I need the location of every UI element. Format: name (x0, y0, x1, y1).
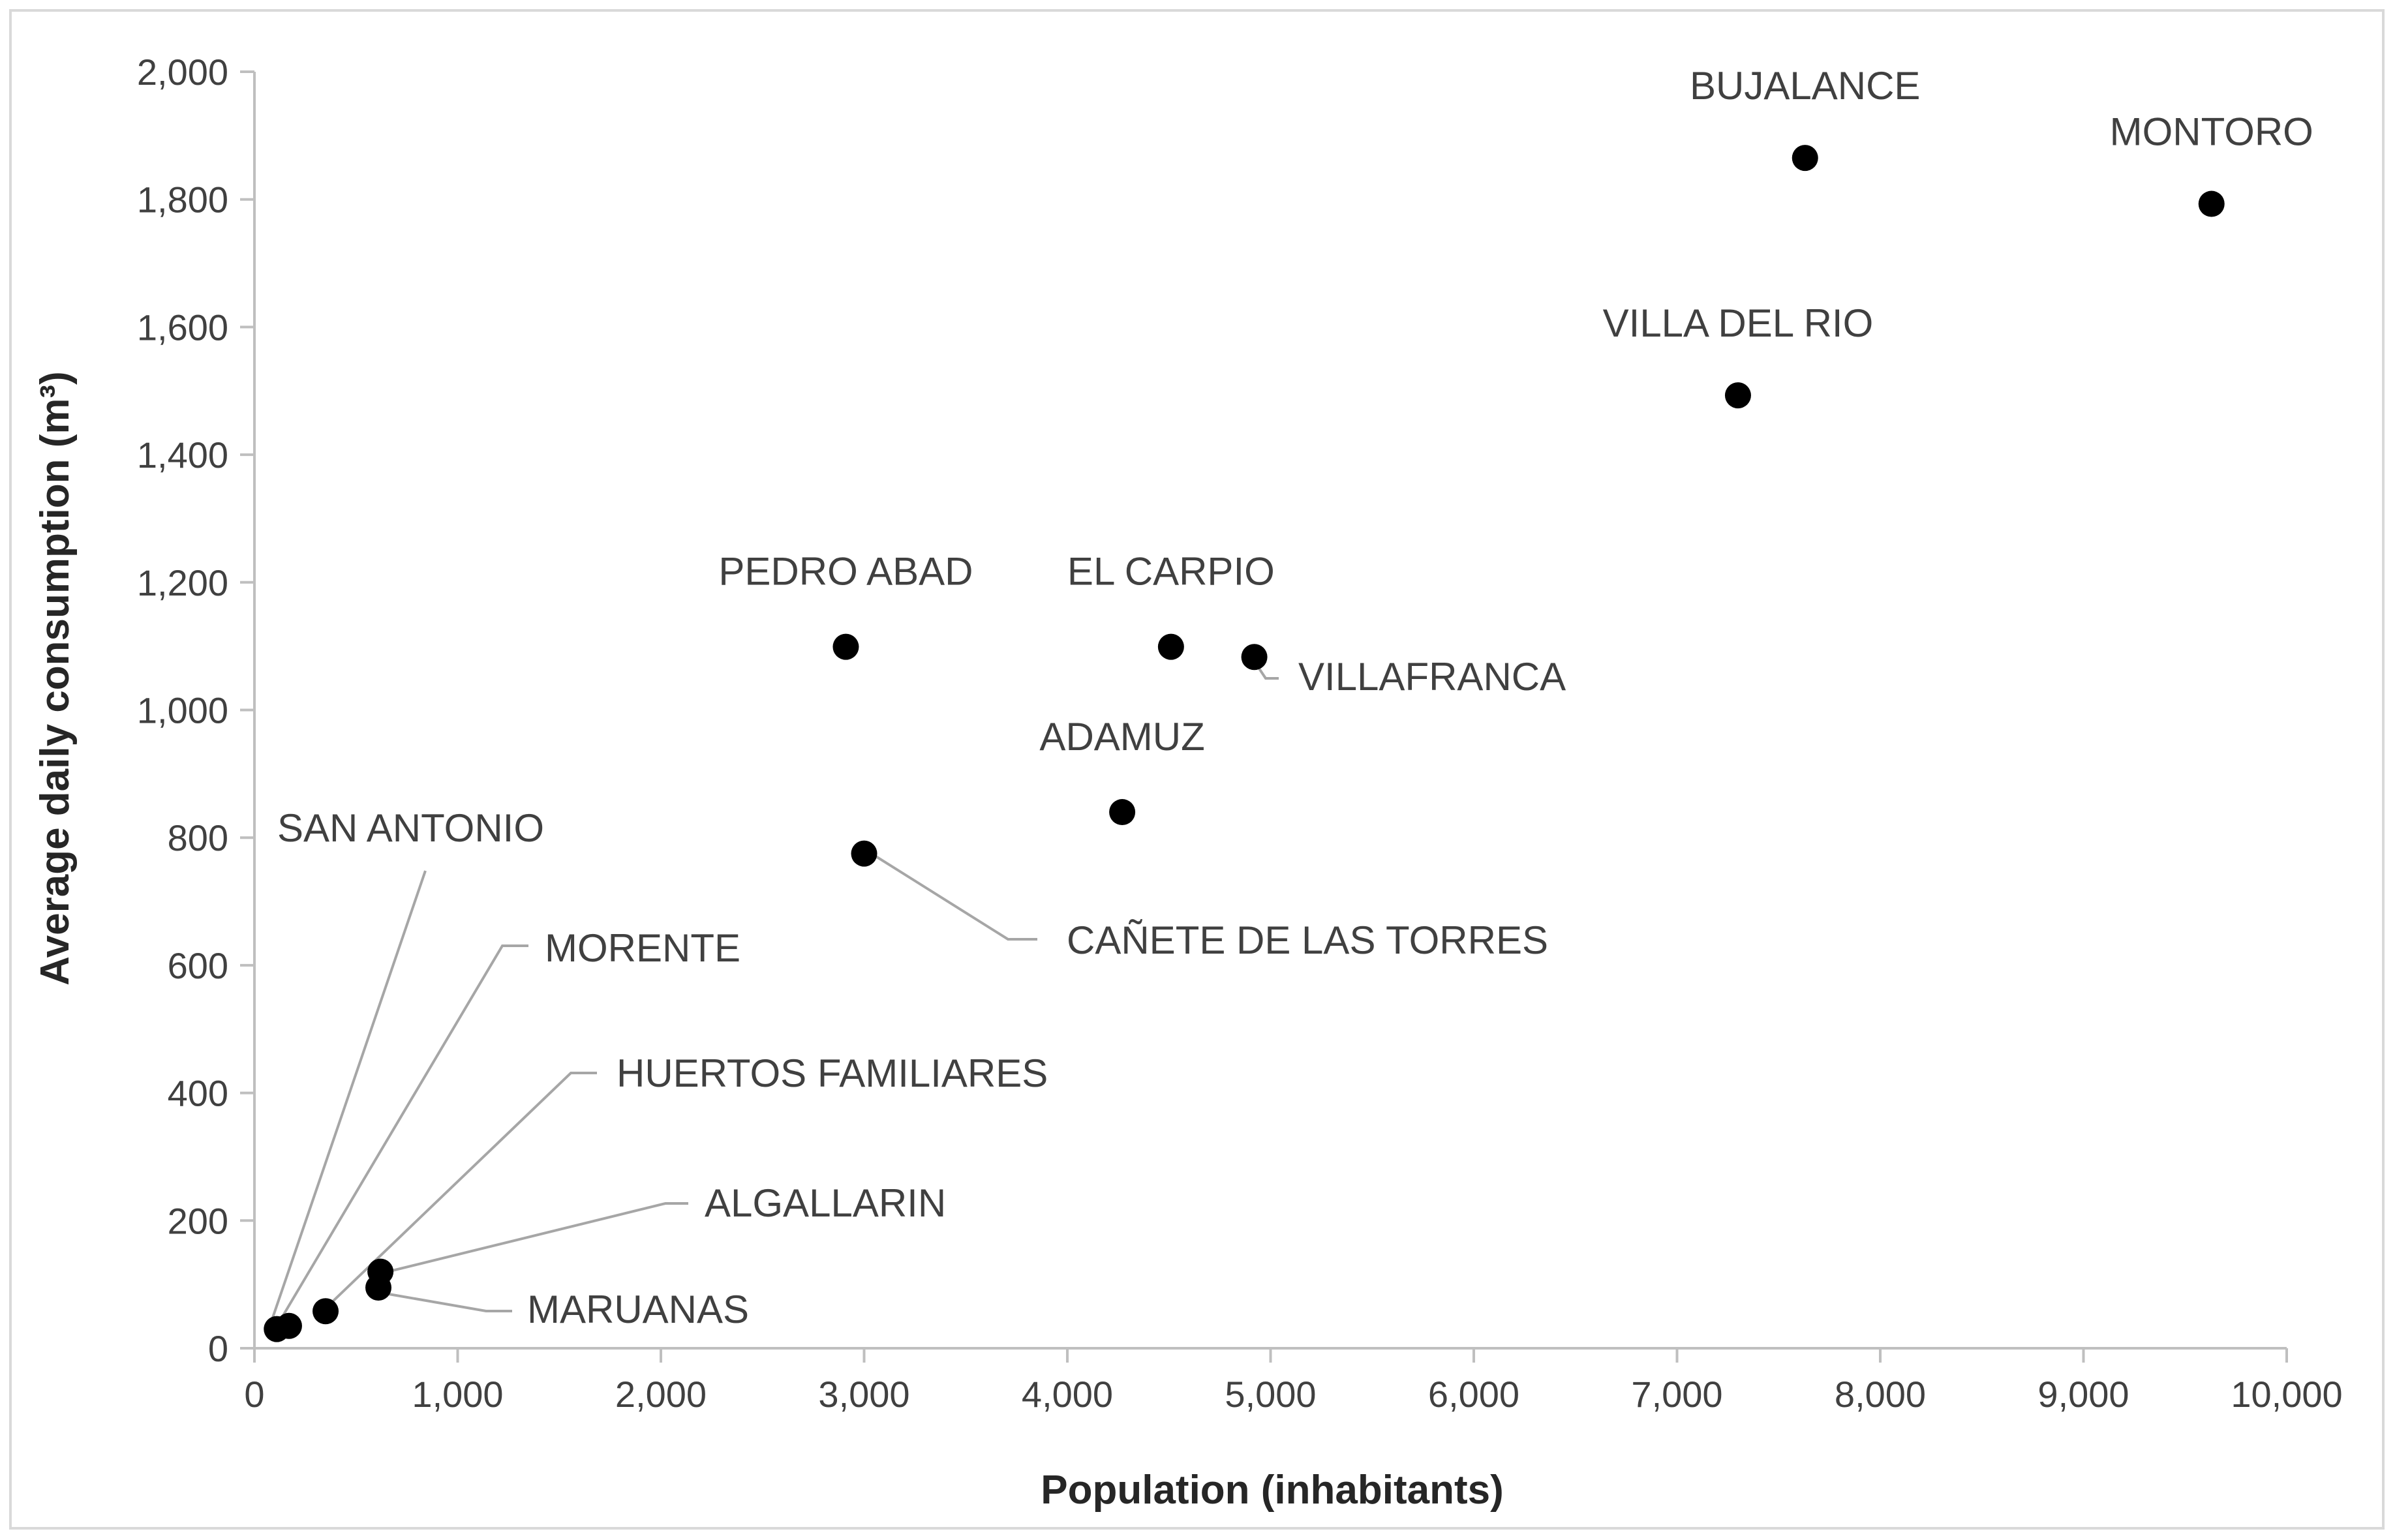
chart-frame (9, 9, 2385, 1530)
x-tick-label: 7,000 (1631, 1374, 1722, 1415)
y-axis-title: Average daily consumption (m³) (33, 371, 78, 986)
y-tick-label: 400 (168, 1073, 228, 1114)
point-label: EL CARPIO (1067, 550, 1275, 594)
point-label: BUJALANCE (1690, 64, 1920, 108)
leader-line (863, 849, 1037, 941)
point-label: MORENTE (545, 926, 740, 970)
y-tick-label: 1,800 (137, 179, 228, 220)
data-point (1724, 382, 1751, 409)
y-tick-label: 1,400 (137, 434, 228, 476)
point-label: MONTORO (2110, 110, 2313, 154)
y-tick-label: 0 (208, 1328, 228, 1369)
point-label: ADAMUZ (1039, 715, 1204, 759)
data-point (1157, 633, 1184, 660)
leader-line (379, 1202, 688, 1275)
leader-line (271, 870, 427, 1330)
x-tick-label: 5,000 (1225, 1374, 1316, 1415)
y-tick-label: 2,000 (137, 52, 228, 93)
y-tick-label: 800 (168, 817, 228, 858)
y-tick-label: 1,600 (137, 307, 228, 348)
point-label: VILLA DEL RIO (1603, 301, 1874, 345)
point-label: ALGALLARIN (705, 1181, 946, 1225)
x-axis-title: Population (inhabitants) (1041, 1468, 1504, 1513)
point-label: HUERTOS FAMILIARES (617, 1051, 1048, 1095)
point-label: PEDRO ABAD (718, 550, 973, 594)
leader-line (280, 944, 528, 1327)
data-point (313, 1298, 339, 1325)
y-tick-label: 200 (168, 1200, 228, 1241)
x-tick-label: 2,000 (615, 1374, 707, 1415)
x-tick-label: 9,000 (2037, 1374, 2129, 1415)
data-point (1241, 644, 1268, 671)
x-tick-label: 0 (244, 1374, 264, 1415)
x-tick-label: 4,000 (1022, 1374, 1113, 1415)
leader-line (377, 1286, 512, 1312)
point-label: SAN ANTONIO (277, 806, 544, 850)
data-point (832, 633, 859, 660)
y-tick-label: 1,000 (137, 690, 228, 731)
data-point (1792, 145, 1818, 172)
point-label: CAÑETE DE LAS TORRES (1067, 918, 1548, 962)
point-labels: BUJALANCE MONTORO VILLA DEL RIO PEDRO ABAD E… (277, 64, 2313, 1331)
data-point (275, 1312, 302, 1339)
data-point (2198, 190, 2225, 217)
x-tick-label: 10,000 (2231, 1374, 2342, 1415)
data-point (1109, 799, 1136, 826)
x-tick-label: 1,000 (412, 1374, 503, 1415)
x-axis: 0 1,000 2,000 3,000 4,000 5,000 6,000 7,000 8,00… (244, 1347, 2343, 1415)
point-label: VILLAFRANCA (1298, 655, 1566, 699)
data-point (365, 1275, 392, 1301)
x-tick-label: 8,000 (1835, 1374, 1926, 1415)
leader-line (324, 1072, 597, 1312)
point-label: MARUANAS (527, 1288, 749, 1331)
x-tick-label: 3,000 (818, 1374, 909, 1415)
x-tick-label: 6,000 (1428, 1374, 1519, 1415)
y-tick-label: 1,200 (137, 562, 228, 603)
data-point (851, 840, 877, 867)
y-axis: 0 200 400 600 800 1,000 1,200 1,400 1,600 1,800 2,… (137, 52, 256, 1369)
data-points (264, 145, 2225, 1342)
y-tick-label: 600 (168, 945, 228, 986)
